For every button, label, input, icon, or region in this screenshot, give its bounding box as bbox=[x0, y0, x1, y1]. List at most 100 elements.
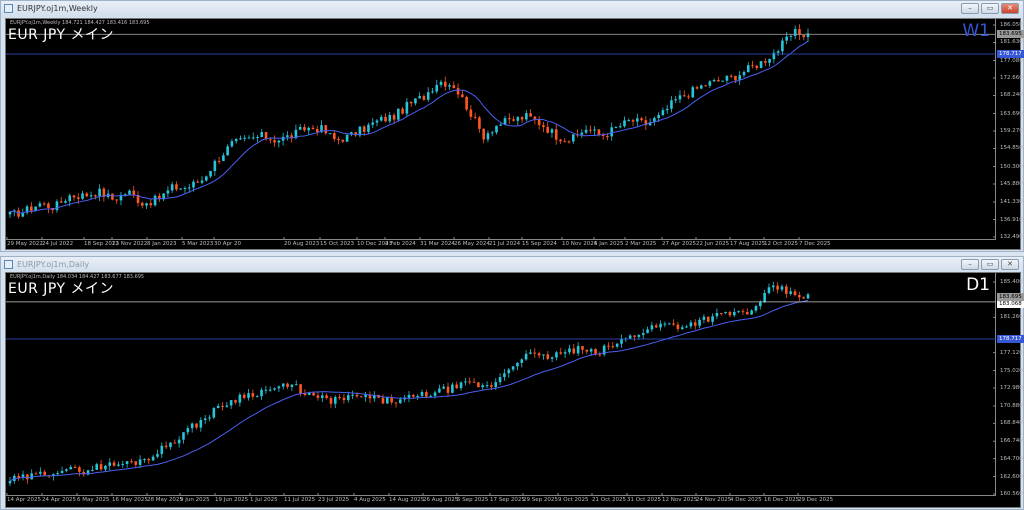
candle-body bbox=[26, 474, 29, 480]
candle-body bbox=[732, 311, 736, 316]
candle-body bbox=[230, 141, 234, 147]
candle-body bbox=[64, 201, 67, 203]
candle-body bbox=[299, 384, 302, 394]
candle-body bbox=[572, 348, 576, 354]
maximize-button[interactable]: ▭ bbox=[981, 3, 999, 14]
candle-body bbox=[785, 286, 788, 294]
candle-body bbox=[351, 394, 354, 396]
candle-body bbox=[516, 362, 519, 367]
time-axis-label: 10 Nov 2024 bbox=[562, 241, 598, 247]
candle-body bbox=[802, 35, 806, 38]
candle-body bbox=[98, 188, 101, 197]
candle-body bbox=[177, 439, 181, 444]
candle-body bbox=[260, 132, 264, 137]
candle-body bbox=[654, 325, 658, 328]
candle-body bbox=[342, 397, 346, 401]
candle-body bbox=[711, 316, 714, 322]
candle-body bbox=[601, 135, 605, 137]
candle-body bbox=[115, 199, 118, 201]
candle-body bbox=[183, 187, 187, 189]
candle-body bbox=[298, 127, 302, 130]
close-button[interactable]: ✕ bbox=[1001, 3, 1019, 14]
candle-body bbox=[685, 326, 688, 328]
candle-body bbox=[793, 29, 797, 36]
time-axis-label: 21 Jul 2024 bbox=[489, 241, 521, 247]
candle-body bbox=[503, 118, 507, 125]
time-axis-label: 4 Aug 2025 bbox=[354, 497, 386, 503]
candle-body bbox=[456, 88, 460, 95]
candle-body bbox=[542, 125, 545, 127]
candle-body bbox=[429, 395, 432, 397]
candle-body bbox=[468, 381, 472, 383]
daily-chart[interactable]: EURJPY.oj1m,Daily 184.034 184.427 183.67… bbox=[5, 272, 1024, 508]
candle-body bbox=[358, 126, 362, 136]
candle-body bbox=[477, 382, 480, 388]
candle-body bbox=[192, 181, 195, 188]
candle-body bbox=[611, 346, 615, 348]
weekly-title-bar[interactable]: EURJPY.oj1m,Weekly – ▭ ✕ bbox=[1, 1, 1023, 17]
time-axis-label: 5 Mar 2023 bbox=[182, 241, 214, 247]
close-button[interactable]: ✕ bbox=[1001, 259, 1019, 270]
time-axis-label: 21 Oct 2025 bbox=[592, 497, 627, 503]
candle-body bbox=[750, 310, 753, 315]
candle-body bbox=[320, 125, 323, 133]
weekly-timeframe-label: W1 bbox=[962, 21, 990, 41]
candle-body bbox=[199, 420, 203, 428]
moving-average-line bbox=[9, 299, 809, 482]
candle-body bbox=[641, 333, 645, 335]
daily-title-bar[interactable]: EURJPY.oj1m,Daily – ▭ ✕ bbox=[1, 257, 1023, 273]
time-axis-label: 2 Mar 2025 bbox=[625, 241, 657, 247]
candle-body bbox=[511, 366, 515, 370]
weekly-chart[interactable]: EURJPY.oj1m,Weekly 184.721 184.427 183.4… bbox=[5, 18, 1024, 250]
maximize-button[interactable]: ▭ bbox=[981, 259, 999, 270]
time-axis-label: 20 Aug 2023 bbox=[284, 241, 320, 247]
candle-body bbox=[478, 117, 481, 129]
candle-body bbox=[290, 135, 293, 139]
candle-body bbox=[789, 291, 792, 294]
candle-body bbox=[512, 119, 515, 121]
level-price-tag: 178.717 bbox=[997, 50, 1024, 59]
level-price-tag: 178.717 bbox=[997, 335, 1024, 344]
candle-body bbox=[438, 388, 441, 393]
candle-body bbox=[435, 84, 439, 92]
candle-body bbox=[217, 160, 221, 162]
candle-body bbox=[125, 461, 129, 464]
candle-body bbox=[607, 345, 610, 347]
candle-body bbox=[221, 405, 224, 407]
minimize-button[interactable]: – bbox=[961, 3, 979, 14]
candle-body bbox=[102, 188, 106, 197]
candle-body bbox=[320, 395, 324, 398]
candle-body bbox=[448, 85, 451, 87]
candle-body bbox=[758, 302, 762, 307]
time-axis-label: 23 Jul 2025 bbox=[318, 497, 350, 503]
candle-body bbox=[229, 400, 233, 406]
candle-body bbox=[687, 96, 690, 98]
price-axis-label: 177.120 bbox=[1000, 349, 1023, 356]
candle-body bbox=[507, 118, 511, 120]
candle-body bbox=[34, 206, 37, 211]
candle-body bbox=[38, 203, 42, 207]
candle-body bbox=[130, 461, 133, 463]
candle-body bbox=[755, 65, 759, 68]
candle-body bbox=[196, 181, 200, 183]
candle-body bbox=[525, 113, 528, 120]
minimize-button[interactable]: – bbox=[961, 259, 979, 270]
price-axis-label: 172.660 bbox=[1000, 75, 1023, 81]
candle-body bbox=[571, 134, 575, 142]
time-axis-label: 11 Jul 2025 bbox=[284, 497, 316, 503]
candle-body bbox=[25, 206, 29, 213]
candle-body bbox=[397, 108, 400, 120]
candle-body bbox=[381, 397, 385, 404]
candle-body bbox=[56, 473, 60, 475]
candle-body bbox=[482, 128, 485, 140]
candle-body bbox=[542, 354, 545, 356]
candle-body bbox=[785, 36, 788, 41]
candle-body bbox=[294, 129, 298, 139]
candle-body bbox=[138, 459, 142, 465]
candle-body bbox=[682, 95, 686, 97]
weekly-symbol-label: EUR JPY メイン bbox=[8, 27, 115, 43]
candle-body bbox=[316, 395, 320, 398]
candle-body bbox=[546, 354, 550, 359]
time-axis-label: 14 Apr 2025 bbox=[7, 497, 42, 503]
candle-body bbox=[169, 442, 172, 448]
